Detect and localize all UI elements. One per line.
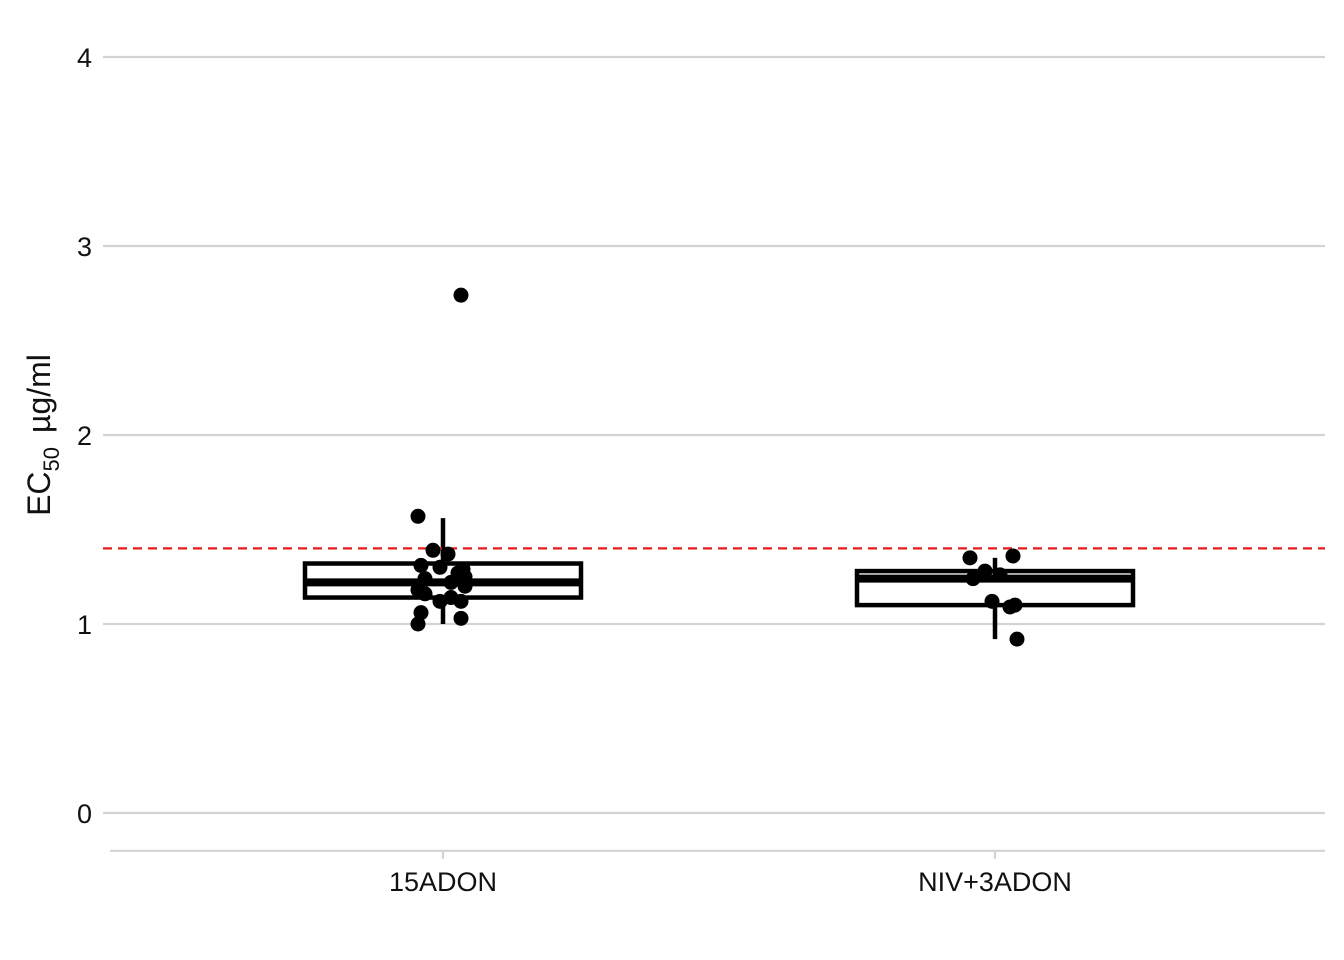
y-axis-title-main: EC (21, 471, 57, 515)
data-point (453, 287, 469, 303)
data-point (432, 593, 448, 609)
data-point (977, 563, 993, 579)
data-point (425, 542, 441, 558)
data-point (413, 605, 429, 621)
x-axis-ticks (441, 850, 997, 859)
data-points (410, 287, 1025, 647)
data-point (992, 567, 1008, 583)
y-axis-title-unit: µg/ml (21, 354, 57, 433)
data-point (432, 559, 448, 575)
data-point (440, 546, 456, 562)
y-axis-title-subscript: 50 (39, 447, 64, 471)
data-point (965, 571, 981, 587)
data-point (453, 593, 469, 609)
grid-lines (103, 55, 1325, 815)
data-point (984, 593, 1000, 609)
data-point (962, 550, 978, 566)
data-point (457, 578, 473, 594)
data-point (410, 616, 426, 632)
y-tick-label: 3 (77, 232, 92, 262)
data-point (417, 586, 433, 602)
x-tick-label: 15ADON (389, 867, 497, 897)
x-tick-label: NIV+3ADON (918, 867, 1072, 897)
y-tick-label: 4 (77, 43, 92, 73)
y-tick-label: 1 (77, 610, 92, 640)
data-point (413, 557, 429, 573)
data-point (410, 508, 426, 524)
y-axis-title: EC50 µg/ml (21, 354, 64, 516)
x-axis-tick-labels: 15ADON NIV+3ADON (389, 867, 1072, 897)
data-point (453, 610, 469, 626)
data-point (1005, 548, 1021, 564)
data-point (1002, 599, 1018, 615)
y-axis-tick-labels: 0 1 2 3 4 (77, 43, 92, 829)
data-point (1009, 631, 1025, 647)
y-tick-label: 2 (77, 421, 92, 451)
data-point (417, 571, 433, 587)
data-point (443, 574, 459, 590)
y-tick-label: 0 (77, 799, 92, 829)
